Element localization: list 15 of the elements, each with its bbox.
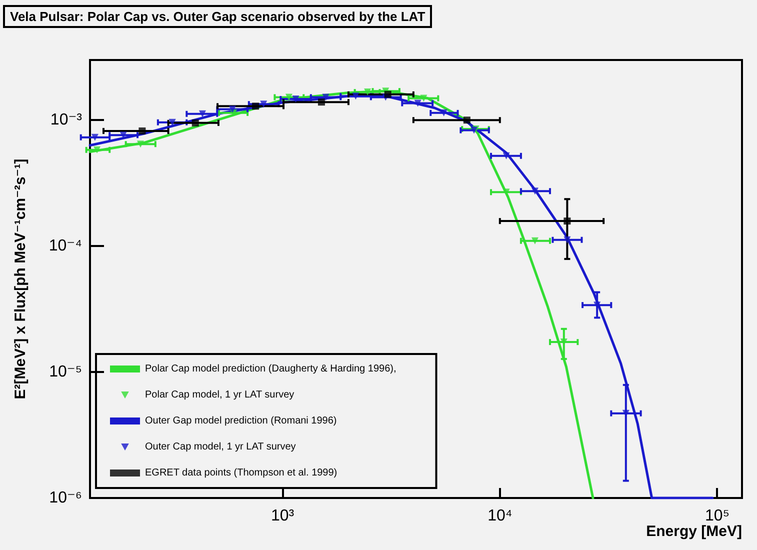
x-tick-label: 10⁵	[705, 508, 730, 524]
legend-label: Outer Cap model, 1 yr LAT survey	[145, 442, 296, 452]
legend-label: Outer Gap model prediction (Romani 1996)	[145, 416, 337, 426]
legend-label: EGRET data points (Thompson et al. 1999)	[145, 468, 338, 478]
x-tick-label: 10³	[271, 508, 295, 524]
y-tick-label: 10⁻⁴	[48, 238, 82, 255]
y-tick-label: 10⁻⁵	[49, 364, 82, 381]
legend-label: Polar Cap model, 1 yr LAT survey	[145, 390, 294, 400]
legend-label: Polar Cap model prediction (Daugherty & Harding 1996),	[145, 364, 396, 374]
x-tick-label: 10⁴	[488, 508, 512, 524]
y-tick-label: 10⁻⁶	[49, 490, 82, 506]
y-axis-title: E²[MeV²] x Flux[ph MeV⁻¹cm⁻²s⁻¹]	[12, 158, 29, 400]
y-tick-label: 10⁻³	[50, 112, 83, 129]
x-axis-title: Energy [MeV]	[646, 523, 742, 540]
chart-title: Vela Pulsar: Polar Cap vs. Outer Gap scenario observed by the LAT	[10, 9, 426, 24]
